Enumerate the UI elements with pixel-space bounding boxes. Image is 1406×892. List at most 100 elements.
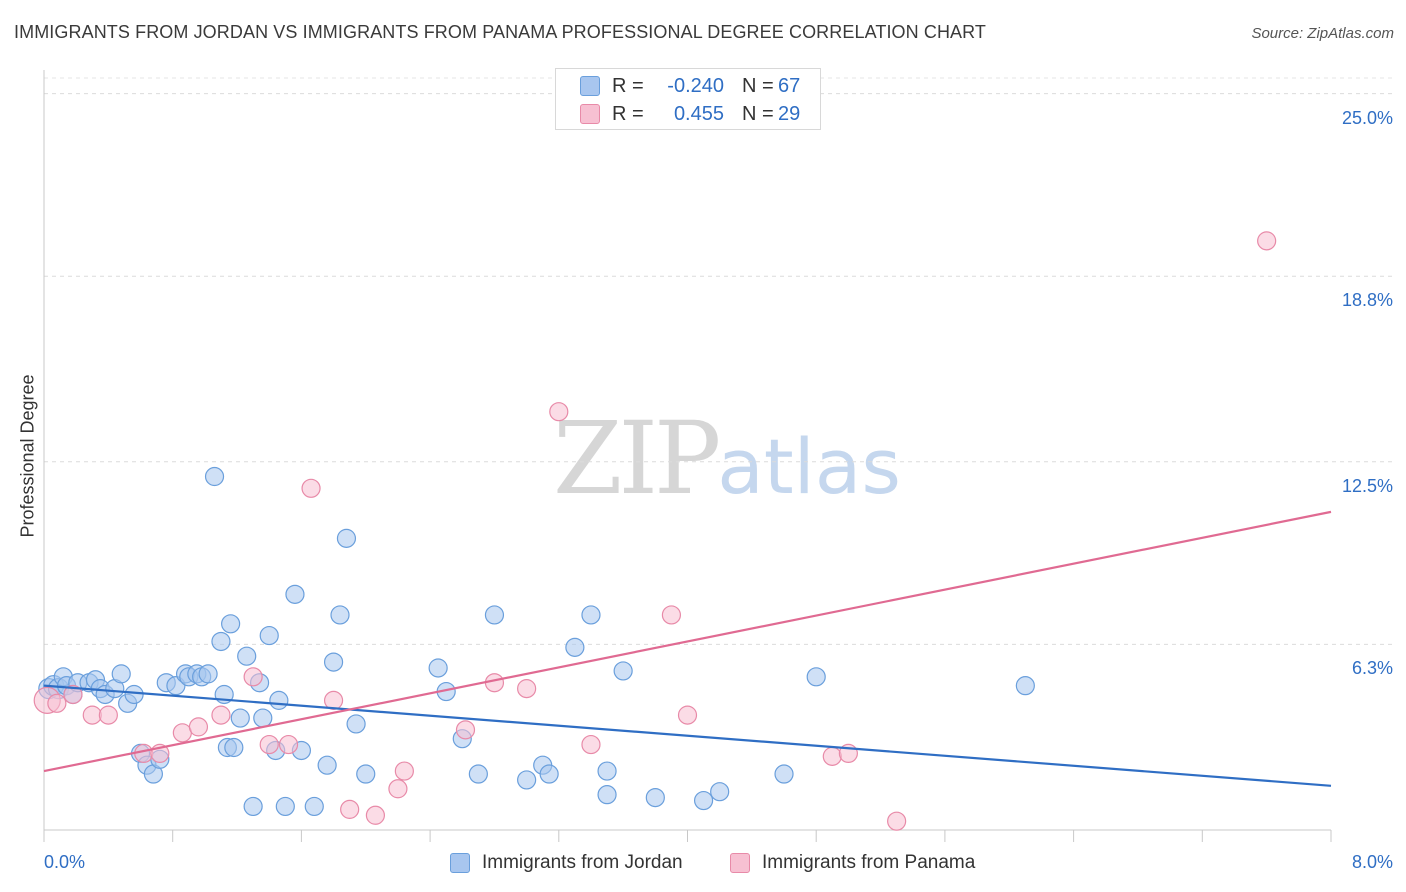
panama-point <box>323 690 344 710</box>
jordan-point <box>1015 676 1035 696</box>
jordan-point <box>198 664 218 684</box>
panama-point <box>517 679 537 699</box>
panama-point <box>1257 231 1277 251</box>
source-label: Source: ZipAtlas.com <box>1251 25 1394 42</box>
jordan-point <box>468 764 488 784</box>
panama-point <box>63 684 83 705</box>
jordan-point <box>597 761 617 781</box>
panama-point <box>340 799 360 819</box>
jordan-swatch <box>580 76 600 96</box>
panama-point <box>98 705 118 725</box>
legend-item-panama[interactable]: Immigrants from Panama <box>730 852 975 874</box>
r-label: R = <box>612 102 644 125</box>
panama-swatch <box>580 104 600 124</box>
jordan-point <box>693 790 714 811</box>
jordan-point <box>484 605 505 625</box>
jordan-point <box>581 605 601 625</box>
jordan-point <box>317 755 337 775</box>
jordan-point <box>259 625 279 646</box>
panama-point <box>172 723 192 743</box>
jordan-point <box>275 796 295 817</box>
legend-label-jordan: Immigrants from Jordan <box>482 852 683 873</box>
panama-trend-line <box>43 510 1332 773</box>
r-value: -0.240 <box>667 74 724 97</box>
legend-label-panama: Immigrants from Panama <box>762 852 976 873</box>
jordan-point <box>517 770 537 790</box>
panama-point <box>822 746 842 766</box>
jordan-point <box>304 796 324 817</box>
jordan-point <box>221 614 241 634</box>
panama-point <box>394 761 414 781</box>
r-value: 0.455 <box>673 102 724 125</box>
panama-point <box>243 667 263 687</box>
jordan-point <box>774 764 794 784</box>
panama-point <box>82 705 102 725</box>
data-points <box>33 231 1277 831</box>
panama-point <box>388 779 408 799</box>
jordan-point <box>269 690 289 710</box>
panama-legend-swatch <box>730 853 750 873</box>
watermark-atlas: atlas <box>717 422 901 511</box>
watermark: ZIPatlas <box>553 400 901 517</box>
jordan-point <box>539 764 559 784</box>
jordan-point <box>211 631 231 652</box>
chart-title: IMMIGRANTS FROM JORDAN VS IMMIGRANTS FRO… <box>14 22 987 42</box>
n-label: N = <box>742 74 774 97</box>
jordan-trend-line <box>43 684 1332 787</box>
correlation-legend: R = -0.240 N = 67 R = 0.455 N = 29 <box>555 68 821 130</box>
n-value: 29 <box>778 102 801 125</box>
panama-point <box>677 705 698 725</box>
series-legend: Immigrants from Jordan Immigrants from P… <box>0 852 1406 878</box>
panama-point <box>188 717 209 737</box>
jordan-point <box>597 785 617 805</box>
panama-point <box>549 402 569 422</box>
jordan-point <box>356 764 376 784</box>
x-tick-label: 0.0% <box>44 852 86 872</box>
jordan-point <box>243 796 263 817</box>
jordan-point <box>323 652 344 672</box>
jordan-point <box>237 646 257 666</box>
jordan-point <box>204 466 225 487</box>
x-tick-label: 8.0% <box>1351 852 1393 872</box>
n-value: 67 <box>778 74 801 97</box>
trend-lines <box>43 510 1332 787</box>
jordan-point <box>645 787 665 808</box>
panama-point <box>301 478 321 498</box>
watermark-zip: ZIP <box>553 400 721 517</box>
panama-point <box>47 693 67 713</box>
jordan-point <box>330 605 350 625</box>
legend-item-jordan[interactable]: Immigrants from Jordan <box>450 852 683 874</box>
jordan-point <box>806 667 826 687</box>
y-tick-label: 18.8% <box>1341 290 1393 311</box>
jordan-point <box>613 661 633 681</box>
panama-point <box>581 734 601 755</box>
panama-point <box>278 734 299 755</box>
legend-row-panama: R = 0.455 N = 29 <box>580 102 800 126</box>
jordan-point <box>124 684 144 705</box>
panama-point <box>455 720 476 740</box>
y-tick-label: 25.0% <box>1341 107 1393 128</box>
n-label: N = <box>742 102 774 125</box>
jordan-point <box>428 658 448 678</box>
jordan-point <box>285 584 305 604</box>
jordan-legend-swatch <box>450 853 470 873</box>
jordan-point <box>710 782 730 802</box>
y-tick-label: 12.5% <box>1341 475 1393 496</box>
legend-row-jordan: R = -0.240 N = 67 <box>580 74 800 98</box>
r-label: R = <box>612 74 644 97</box>
panama-point <box>661 605 682 625</box>
panama-point <box>211 705 231 725</box>
jordan-point <box>111 664 131 684</box>
y-axis-label: Professional Degree <box>17 374 38 538</box>
jordan-point <box>565 637 585 657</box>
y-tick-label: 6.3% <box>1351 658 1393 679</box>
jordan-point <box>253 708 273 728</box>
panama-point <box>887 811 907 831</box>
gridlines <box>44 77 1392 645</box>
panama-point <box>365 805 386 825</box>
jordan-point <box>346 714 366 734</box>
panama-point <box>259 734 279 755</box>
jordan-point <box>230 708 250 728</box>
jordan-point <box>224 737 244 758</box>
